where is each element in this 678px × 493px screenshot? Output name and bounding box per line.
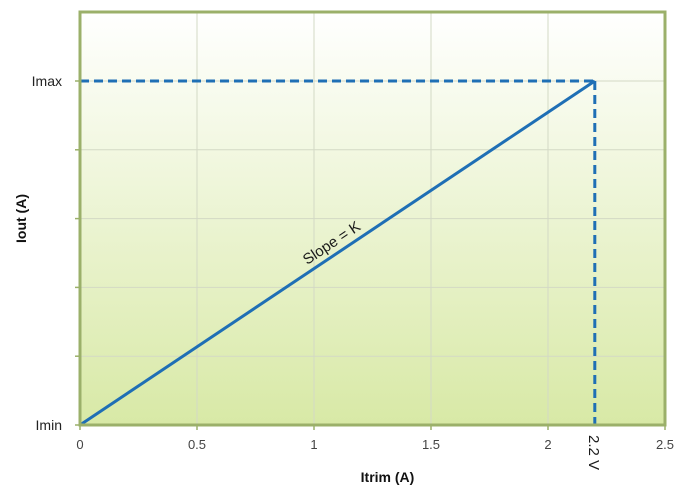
series-line xyxy=(79,79,596,427)
x-axis-title: Itrim (A) xyxy=(361,469,415,485)
x-tick-label: 0 xyxy=(76,437,83,452)
x-tick-label: 2.5 xyxy=(656,437,674,452)
y-tick-label: Imax xyxy=(32,73,62,89)
x-tick-label: 2 xyxy=(544,437,551,452)
x-tick-label: 1 xyxy=(310,437,317,452)
y-axis-title: Iout (A) xyxy=(13,194,29,243)
y-tick-label: Imin xyxy=(36,417,62,433)
x-tick-label: 0.5 xyxy=(188,437,206,452)
axis-ticks: 0 0.5 1 1.5 2 2.5 Imin Imax xyxy=(32,73,674,452)
x-tick-label: 1.5 xyxy=(422,437,440,452)
series-layer xyxy=(79,79,596,427)
voltage-annotation: 2.2 V xyxy=(585,435,602,470)
reference-lines xyxy=(80,79,597,425)
